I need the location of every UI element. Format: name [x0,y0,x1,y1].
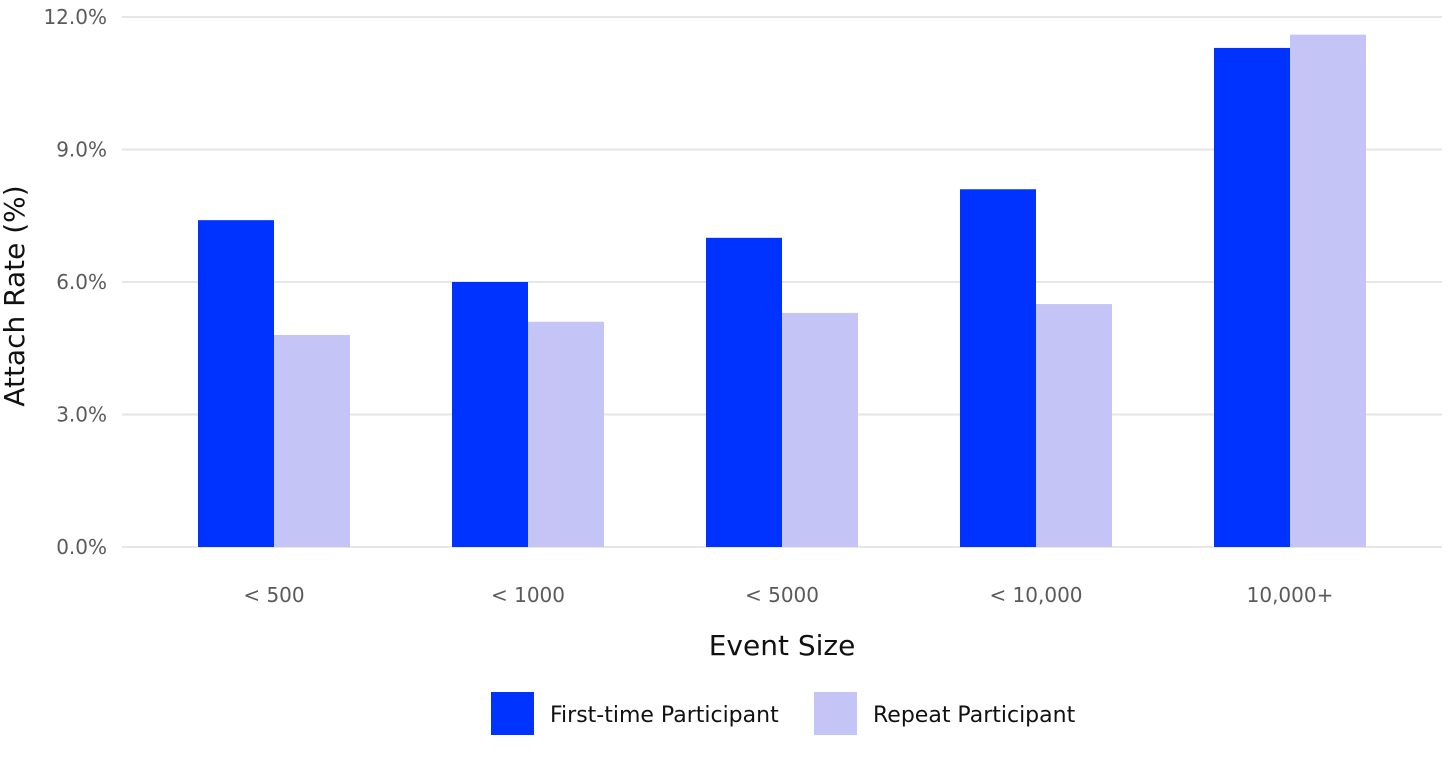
legend-label-repeat: Repeat Participant [873,703,1076,728]
x-tick-label: < 1000 [491,583,565,607]
bar-repeat-0 [274,335,350,547]
bar-first-time-2 [706,237,782,548]
legend: First-time Participant Repeat Participan… [491,692,1076,735]
bar-first-time-0 [198,220,274,547]
bar-repeat-2 [782,312,858,547]
bar-repeat-3 [1036,304,1112,547]
bar-first-time-4 [1214,47,1290,548]
bars [198,34,1366,548]
x-tick-label: < 5000 [745,583,819,607]
legend-swatch-first-time [491,692,534,735]
x-tick-label: < 500 [243,583,304,607]
x-tick-labels: < 500 < 1000 < 5000 < 10,000 10,000+ [243,583,1333,607]
bar-repeat-4 [1290,34,1366,547]
bar-first-time-1 [452,282,528,547]
y-axis-title: Attach Rate (%) [0,185,31,406]
x-tick-label: 10,000+ [1247,583,1334,607]
x-axis-title: Event Size [709,629,856,662]
y-tick-label: 3.0% [56,403,107,427]
y-tick-labels: 0.0% 3.0% 6.0% 9.0% 12.0% [43,5,107,559]
bar-first-time-3 [960,189,1036,547]
x-tick-label: < 10,000 [989,583,1082,607]
y-tick-label: 6.0% [56,270,107,294]
y-tick-label: 9.0% [56,138,107,162]
legend-label-first-time: First-time Participant [550,703,779,728]
y-tick-label: 0.0% [56,535,107,559]
y-tick-label: 12.0% [43,5,107,29]
bar-repeat-1 [528,321,604,547]
legend-swatch-repeat [814,692,857,735]
